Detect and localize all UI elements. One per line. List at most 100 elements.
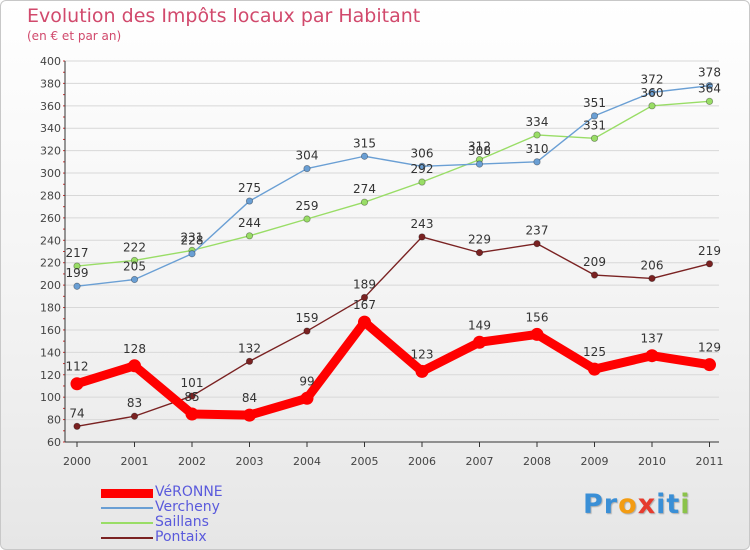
data-point: [358, 315, 371, 329]
data-point: [415, 364, 429, 378]
data-label: 206: [641, 258, 664, 272]
data-point: [188, 392, 196, 400]
x-tick-label: 2006: [408, 455, 436, 468]
data-label: 274: [353, 182, 376, 196]
data-point: [360, 152, 369, 160]
data-label: 308: [468, 144, 491, 158]
data-point: [473, 335, 486, 349]
series-line-véronne: [72, 317, 714, 420]
chart-subtitle: (en € et par an): [27, 29, 122, 43]
brand-logo-letter: x: [637, 489, 657, 520]
y-tick-label: 380: [40, 77, 61, 90]
grid-lines: [65, 60, 719, 443]
data-point: [705, 260, 714, 268]
data-label: 217: [66, 246, 89, 260]
data-label: 259: [296, 199, 319, 213]
data-point: [245, 197, 254, 205]
data-point: [243, 408, 256, 422]
data-point: [475, 160, 484, 168]
data-point: [303, 164, 311, 173]
data-label: 275: [238, 181, 261, 195]
x-tick-label: 2003: [236, 455, 264, 468]
y-tick-label: 180: [40, 302, 61, 315]
data-point: [648, 274, 656, 282]
y-tick-label: 140: [40, 346, 61, 359]
legend-label: VéRONNE: [155, 484, 223, 500]
data-label: 159: [296, 311, 319, 325]
data-label: 334: [526, 115, 549, 129]
y-tick-label: 320: [40, 145, 61, 158]
x-tick-label: 2009: [581, 455, 609, 468]
data-label: 128: [123, 342, 146, 356]
data-label: 312: [468, 140, 491, 154]
data-point: [588, 362, 601, 376]
x-tick-label: 2010: [638, 455, 666, 468]
data-point: [530, 327, 544, 341]
data-label: 85: [184, 390, 199, 404]
data-point: [128, 359, 141, 373]
y-tick-label: 360: [40, 100, 61, 113]
data-point: [590, 271, 599, 279]
data-label: 83: [127, 396, 142, 410]
data-label: 149: [468, 318, 491, 332]
data-point: [418, 162, 426, 170]
y-tick-label: 60: [47, 436, 61, 449]
data-point: [705, 82, 714, 90]
data-label: 112: [66, 360, 89, 374]
data-label: 167: [353, 298, 376, 312]
y-tick-label: 80: [47, 414, 61, 427]
y-tick-label: 220: [40, 257, 61, 270]
data-label: 229: [468, 233, 491, 247]
data-point: [73, 422, 81, 430]
data-label: 351: [583, 96, 606, 110]
brand-logo-letter: r: [603, 489, 619, 520]
data-label: 101: [181, 376, 204, 390]
data-label: 199: [66, 266, 89, 280]
data-point: [70, 377, 84, 391]
data-label: 209: [583, 255, 606, 269]
data-label: 84: [242, 391, 257, 405]
data-point: [245, 357, 254, 365]
legend-swatch: [101, 488, 153, 498]
data-label: 125: [583, 345, 606, 359]
chart-title: Evolution des Impôts locaux par Habitant: [27, 5, 421, 27]
data-label: 222: [123, 240, 146, 254]
brand-logo-letter: i: [680, 489, 691, 520]
data-point: [185, 407, 199, 421]
data-point: [188, 250, 196, 258]
data-point: [590, 112, 599, 120]
data-point: [300, 391, 314, 405]
data-label: 306: [411, 146, 434, 160]
data-point: [533, 158, 541, 166]
data-point: [475, 249, 484, 257]
data-point: [703, 358, 716, 372]
y-tick-label: 340: [40, 122, 61, 135]
data-label: 310: [526, 142, 549, 156]
data-point: [130, 275, 139, 284]
data-point: [648, 88, 656, 96]
data-label: 243: [411, 217, 434, 231]
y-tick-label: 300: [40, 167, 61, 180]
data-label: 364: [698, 81, 721, 95]
data-label: 99: [299, 374, 314, 388]
y-tick-label: 260: [40, 212, 61, 225]
data-point: [360, 293, 369, 302]
data-point: [303, 327, 311, 335]
legend-swatch: [101, 537, 153, 539]
data-point: [245, 232, 254, 240]
y-tick-label: 160: [40, 324, 61, 337]
series-line-vercheny: [76, 84, 711, 287]
data-label: 137: [641, 332, 664, 346]
series-lines: [70, 82, 716, 430]
data-point: [360, 198, 369, 206]
data-point: [645, 349, 659, 363]
data-point: [590, 134, 599, 142]
data-label: 156: [526, 310, 549, 324]
brand-logo: Proxiti: [583, 489, 691, 520]
x-tick-label: 2004: [293, 455, 321, 468]
data-label: 360: [641, 86, 664, 100]
data-point: [130, 256, 139, 265]
data-label: 315: [353, 136, 376, 150]
legend-swatch: [101, 522, 153, 524]
